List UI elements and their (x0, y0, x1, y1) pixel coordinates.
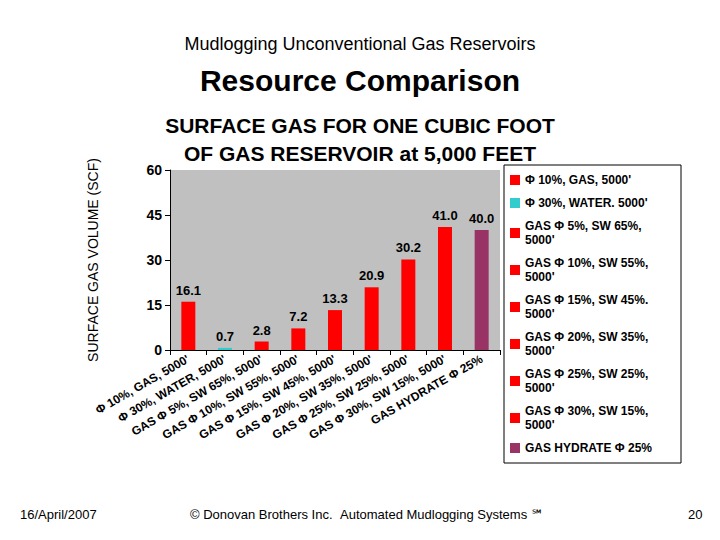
svg-text:5000': 5000' (525, 233, 555, 247)
svg-text:13.3: 13.3 (322, 291, 347, 306)
svg-text:20: 20 (688, 507, 702, 522)
svg-text:GAS Φ 30%, SW 15%, 5000': GAS Φ 30%, SW 15%, 5000' (306, 351, 449, 442)
svg-text:SURFACE GAS FOR ONE CUBIC FOOT: SURFACE GAS FOR ONE CUBIC FOOT (165, 114, 555, 137)
svg-text:45: 45 (146, 207, 162, 223)
svg-text:GAS Φ 5%, SW 65%, 5000': GAS Φ 5%, SW 65%, 5000' (128, 351, 266, 439)
svg-text:GAS Φ 5%, SW 65%,: GAS Φ 5%, SW 65%, (525, 219, 645, 233)
svg-text:0.7: 0.7 (216, 329, 234, 344)
svg-text:0: 0 (154, 342, 162, 358)
svg-text:30: 30 (146, 252, 162, 268)
svg-text:5000': 5000' (525, 307, 555, 321)
svg-text:GAS Φ 20%, SW 35%, 5000': GAS Φ 20%, SW 35%, 5000' (233, 351, 376, 442)
svg-text:GAS HYDRATE Φ 25%: GAS HYDRATE Φ 25% (368, 352, 485, 428)
svg-text:GAS Φ 15%, SW 45%, 5000': GAS Φ 15%, SW 45%, 5000' (196, 351, 339, 442)
svg-text:GAS Φ 30%, SW 15%,: GAS Φ 30%, SW 15%, (525, 404, 652, 418)
svg-text:Φ 30%, WATER. 5000': Φ 30%, WATER. 5000' (525, 196, 648, 210)
svg-text:40.0: 40.0 (469, 211, 494, 226)
svg-text:GAS Φ 25%, SW 25%, 5000': GAS Φ 25%, SW 25%, 5000' (269, 351, 412, 442)
svg-text:16/April/2007: 16/April/2007 (20, 507, 97, 522)
svg-text:OF GAS RESERVOIR at 5,000 FEET: OF GAS RESERVOIR at 5,000 FEET (184, 142, 536, 165)
svg-text:GAS Φ 10%, SW 55%,: GAS Φ 10%, SW 55%, (525, 256, 652, 270)
svg-text:5000': 5000' (525, 381, 555, 395)
svg-text:5000': 5000' (525, 344, 555, 358)
svg-text:SURFACE GAS VOLUME (SCF): SURFACE GAS VOLUME (SCF) (85, 158, 101, 362)
svg-text:60: 60 (146, 162, 162, 178)
svg-text:GAS HYDRATE Φ 25%: GAS HYDRATE Φ 25% (525, 441, 652, 455)
svg-text:7.2: 7.2 (289, 309, 307, 324)
svg-text:2.8: 2.8 (253, 323, 271, 338)
svg-text:Resource Comparison: Resource Comparison (200, 64, 520, 97)
svg-text:Φ 10%, GAS, 5000': Φ 10%, GAS, 5000' (525, 173, 631, 187)
svg-text:GAS Φ 20%, SW 35%,: GAS Φ 20%, SW 35%, (525, 330, 652, 344)
svg-text:Automated Mudlogging Systems ℠: Automated Mudlogging Systems ℠ (340, 507, 544, 522)
svg-text:5000': 5000' (525, 418, 555, 432)
svg-text:GAS Φ 15%, SW 45%.: GAS Φ 15%, SW 45%. (525, 293, 652, 307)
svg-text:16.1: 16.1 (176, 283, 201, 298)
svg-text:Φ 30%, WATER, 5000': Φ 30%, WATER, 5000' (115, 351, 229, 426)
svg-text:Mudlogging Unconventional Gas: Mudlogging Unconventional Gas Reservoirs (184, 34, 535, 54)
svg-text:GAS Φ 25%, SW 25%,: GAS Φ 25%, SW 25%, (525, 367, 652, 381)
svg-text:GAS Φ 10%, SW 55%, 5000': GAS Φ 10%, SW 55%, 5000' (159, 351, 302, 442)
svg-text:30.2: 30.2 (396, 240, 421, 255)
svg-text:41.0: 41.0 (432, 208, 457, 223)
svg-text:© Donovan Brothers Inc.: © Donovan Brothers Inc. (190, 507, 333, 522)
svg-text:5000': 5000' (525, 270, 555, 284)
svg-text:20.9: 20.9 (359, 268, 384, 283)
svg-text:Φ 10%, GAS, 5000': Φ 10%, GAS, 5000' (93, 351, 192, 417)
svg-text:15: 15 (146, 297, 162, 313)
